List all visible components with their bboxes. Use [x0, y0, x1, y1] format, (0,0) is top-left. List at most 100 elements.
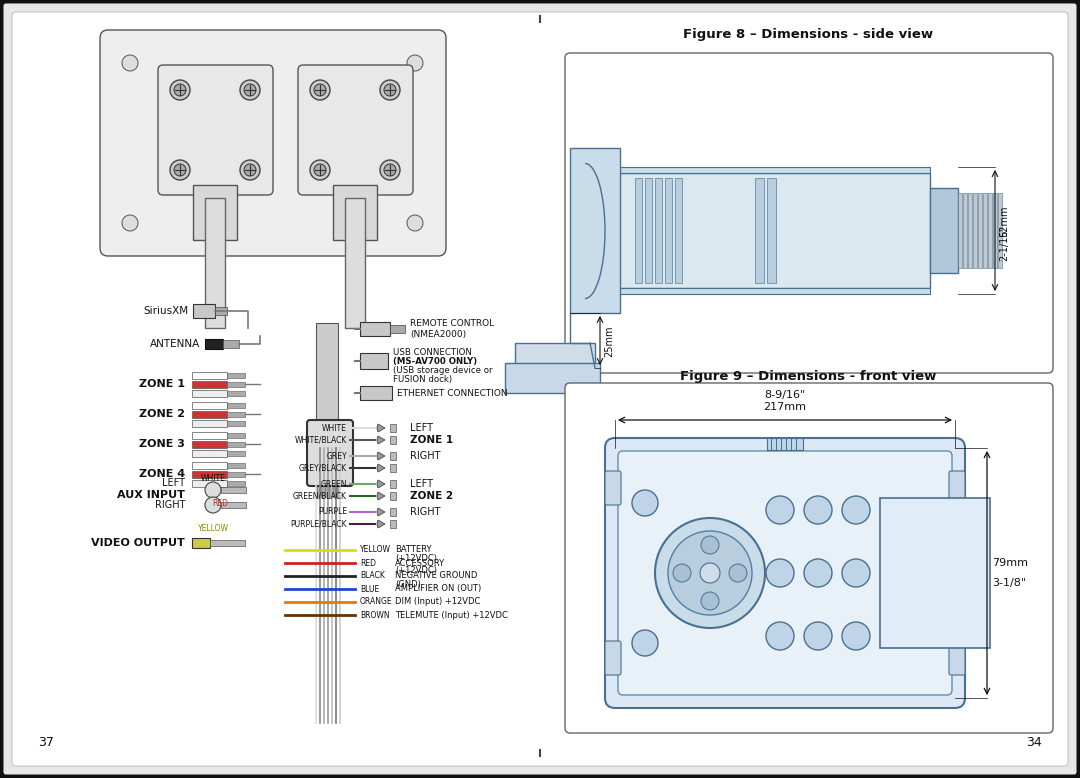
Circle shape — [240, 80, 260, 100]
Text: ACCESSORY: ACCESSORY — [395, 559, 445, 567]
Bar — [880, 498, 990, 648]
Circle shape — [314, 84, 326, 96]
Circle shape — [842, 496, 870, 524]
Text: LEFT: LEFT — [162, 478, 185, 488]
Bar — [316, 448, 318, 498]
Bar — [635, 178, 642, 283]
Text: 2-1/16": 2-1/16" — [999, 225, 1009, 261]
Wedge shape — [377, 508, 384, 516]
Bar — [227, 481, 245, 486]
Wedge shape — [377, 436, 384, 444]
Bar — [192, 538, 210, 548]
Text: BROWN: BROWN — [360, 611, 390, 619]
Text: Figure 8 – Dimensions - side view: Figure 8 – Dimensions - side view — [683, 28, 933, 41]
Bar — [654, 178, 662, 283]
Bar — [338, 448, 340, 498]
Bar — [322, 448, 324, 498]
FancyBboxPatch shape — [298, 65, 413, 195]
Text: Figure 9 – Dimensions - front view: Figure 9 – Dimensions - front view — [679, 370, 936, 383]
Bar — [390, 452, 396, 460]
FancyBboxPatch shape — [605, 471, 621, 505]
Bar — [192, 450, 227, 457]
Bar — [221, 502, 246, 508]
Bar — [227, 451, 245, 456]
Text: 8-9/16": 8-9/16" — [765, 390, 806, 400]
Bar — [570, 148, 620, 313]
Bar — [390, 424, 396, 432]
Circle shape — [632, 630, 658, 656]
Bar — [767, 438, 804, 450]
Text: RED: RED — [360, 559, 376, 567]
Text: NEGATIVE GROUND: NEGATIVE GROUND — [395, 572, 477, 580]
FancyBboxPatch shape — [949, 471, 966, 505]
Bar — [192, 471, 227, 478]
Bar — [205, 198, 225, 328]
Text: LEFT: LEFT — [410, 423, 433, 433]
Circle shape — [700, 563, 720, 583]
FancyBboxPatch shape — [605, 438, 966, 708]
Text: 79mm: 79mm — [993, 558, 1028, 568]
Text: 217mm: 217mm — [764, 402, 807, 412]
Text: YELLOW: YELLOW — [360, 545, 391, 555]
Bar — [615, 167, 930, 173]
Wedge shape — [377, 480, 384, 488]
Bar — [227, 472, 245, 477]
Circle shape — [122, 55, 138, 71]
Bar — [227, 421, 245, 426]
Text: BATTERY: BATTERY — [395, 545, 432, 555]
Wedge shape — [377, 492, 384, 500]
Bar — [192, 432, 227, 439]
Bar — [192, 411, 227, 418]
Circle shape — [310, 80, 330, 100]
Circle shape — [380, 160, 400, 180]
Bar — [227, 403, 245, 408]
Bar — [227, 433, 245, 438]
Circle shape — [407, 55, 423, 71]
FancyBboxPatch shape — [618, 451, 951, 695]
Circle shape — [804, 496, 832, 524]
Bar — [192, 462, 227, 469]
Bar — [930, 188, 958, 273]
Bar — [390, 492, 396, 500]
Bar — [215, 307, 227, 315]
Text: ZONE 4: ZONE 4 — [139, 469, 185, 479]
Circle shape — [240, 160, 260, 180]
Bar — [334, 448, 336, 498]
Text: PURPLE: PURPLE — [318, 507, 347, 517]
Circle shape — [244, 84, 256, 96]
Text: VIDEO OUTPUT: VIDEO OUTPUT — [91, 538, 185, 548]
Bar — [192, 381, 227, 388]
Bar — [973, 193, 977, 268]
Bar — [615, 173, 930, 288]
Text: WHITE/BLACK: WHITE/BLACK — [295, 436, 347, 444]
Wedge shape — [377, 424, 384, 432]
Bar — [227, 382, 245, 387]
Bar — [205, 339, 222, 349]
Text: BLACK: BLACK — [360, 572, 384, 580]
Text: AMPLIFIER ON (OUT): AMPLIFIER ON (OUT) — [395, 584, 482, 594]
Text: 25mm: 25mm — [604, 325, 615, 357]
Circle shape — [842, 559, 870, 587]
Circle shape — [205, 482, 221, 498]
Bar — [390, 325, 405, 333]
Bar — [615, 288, 930, 294]
Bar — [333, 185, 377, 240]
Circle shape — [205, 497, 221, 513]
Bar — [993, 193, 997, 268]
Circle shape — [669, 531, 752, 615]
Bar — [227, 373, 245, 378]
Text: 37: 37 — [38, 737, 54, 749]
Bar — [221, 487, 246, 493]
Text: 34: 34 — [1026, 737, 1042, 749]
Bar — [983, 193, 987, 268]
Text: 52mm: 52mm — [999, 205, 1009, 237]
Bar — [978, 193, 982, 268]
Circle shape — [174, 84, 186, 96]
Circle shape — [174, 164, 186, 176]
Bar — [963, 193, 967, 268]
Text: TELEMUTE (Input) +12VDC: TELEMUTE (Input) +12VDC — [395, 611, 508, 619]
Text: GREEN: GREEN — [321, 479, 347, 489]
FancyBboxPatch shape — [158, 65, 273, 195]
FancyBboxPatch shape — [565, 383, 1053, 733]
Text: ANTENNA: ANTENNA — [150, 339, 200, 349]
